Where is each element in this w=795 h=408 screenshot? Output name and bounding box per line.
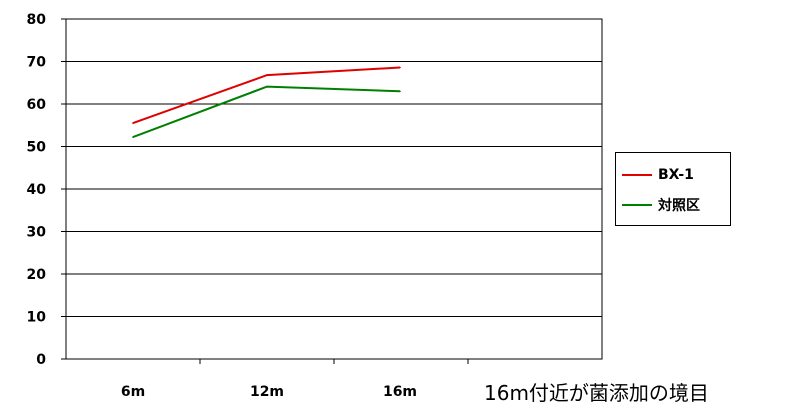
data-point-1-0 [132,136,134,138]
x-tick-label-12m: 12m [250,384,284,400]
x-tick-label-6m: 6m [121,384,145,400]
y-tick-label-40: 40 [27,182,47,198]
chart-annotation: 16m付近が菌添加の境目 [484,381,709,405]
legend-swatch-bx-1 [622,174,652,176]
y-tick-label-10: 10 [27,310,47,326]
legend-swatch-control [622,204,652,206]
data-point-1-1 [266,85,268,88]
y-tick-label-80: 80 [27,12,47,28]
legend-label-bx-1: BX-1 [658,167,694,183]
y-tick-label-0: 0 [36,352,46,368]
x-tick-label-16m: 16m [383,384,417,400]
data-point-0-2 [399,66,401,69]
data-point-0-0 [132,122,134,124]
legend-label-control: 対照区 [658,198,700,214]
data-point-1-2 [399,90,401,93]
legend-item-control: 対照区 [622,195,700,215]
y-tick-label-50: 50 [27,140,47,156]
y-tick-label-60: 60 [27,97,47,113]
data-point-0-1 [266,74,268,76]
y-tick-label-30: 30 [27,225,47,241]
legend: BX-1 対照区 [615,152,731,226]
y-tick-label-20: 20 [27,267,47,283]
y-tick-label-70: 70 [27,55,47,71]
legend-item-bx-1: BX-1 [622,165,694,185]
